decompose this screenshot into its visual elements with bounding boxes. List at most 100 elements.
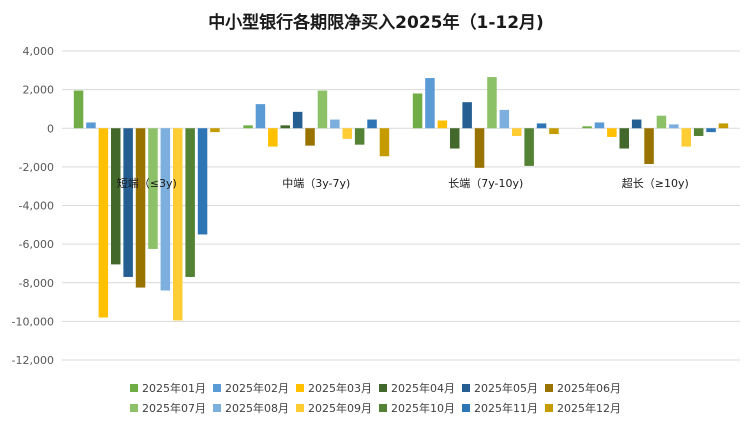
y-tick-label: -8,000 bbox=[19, 277, 54, 290]
legend-row: 2025年07月 2025年08月 2025年09月 2025年10月 2025年11月… bbox=[130, 398, 670, 418]
legend-swatch bbox=[130, 404, 138, 412]
legend-swatch bbox=[296, 384, 304, 392]
legend-label: 2025年07月 bbox=[142, 402, 206, 415]
bar bbox=[243, 125, 253, 129]
bar bbox=[656, 115, 667, 129]
bar bbox=[123, 128, 133, 277]
bar bbox=[487, 77, 497, 129]
legend-row: 2025年01月 2025年02月 2025年03月 2025年04月 2025年05月… bbox=[130, 378, 670, 398]
legend-item: 2025年09月 bbox=[296, 400, 379, 416]
bar bbox=[412, 93, 423, 129]
bar bbox=[342, 128, 352, 139]
bar bbox=[379, 128, 390, 157]
y-tick-label: 0 bbox=[47, 122, 54, 135]
legend-label: 2025年06月 bbox=[557, 382, 621, 395]
legend-label: 2025年10月 bbox=[391, 402, 455, 415]
bar bbox=[305, 128, 315, 146]
bar bbox=[210, 128, 220, 133]
legend-item: 2025年05月 bbox=[462, 380, 545, 396]
bar bbox=[718, 123, 729, 129]
bar bbox=[619, 128, 629, 149]
bar bbox=[450, 128, 460, 149]
y-tick-label: -4,000 bbox=[19, 200, 54, 213]
legend-item: 2025年02月 bbox=[213, 380, 296, 396]
legend-label: 2025年12月 bbox=[557, 402, 621, 415]
legend-item: 2025年07月 bbox=[130, 400, 213, 416]
bar bbox=[474, 128, 485, 168]
bar bbox=[437, 120, 448, 129]
legend-swatch bbox=[462, 404, 470, 412]
legend-label: 2025年01月 bbox=[142, 382, 206, 395]
bar bbox=[607, 128, 617, 137]
x-category-label: 长端（7y-10y) bbox=[448, 177, 523, 190]
legend-item: 2025年03月 bbox=[296, 380, 379, 396]
legend-item: 2025年01月 bbox=[130, 380, 213, 396]
legend-label: 2025年09月 bbox=[308, 402, 372, 415]
bar bbox=[148, 128, 158, 249]
bar bbox=[524, 128, 534, 166]
legend-swatch bbox=[296, 404, 304, 412]
y-tick-label: -2,000 bbox=[19, 161, 54, 174]
bar bbox=[292, 111, 303, 129]
x-category-label: 超长（≥10y) bbox=[622, 176, 689, 190]
bar bbox=[462, 102, 472, 129]
x-category-label: 中端（3y-7y) bbox=[282, 177, 350, 190]
legend-label: 2025年05月 bbox=[474, 382, 538, 395]
bar bbox=[135, 128, 146, 288]
legend-label: 2025年04月 bbox=[391, 382, 455, 395]
bar bbox=[512, 128, 522, 136]
y-tick-label: -6,000 bbox=[19, 238, 54, 251]
bar bbox=[425, 78, 435, 129]
legend-label: 2025年08月 bbox=[225, 402, 289, 415]
legend-item: 2025年04月 bbox=[379, 380, 462, 396]
bar bbox=[197, 128, 208, 235]
bar bbox=[111, 128, 121, 265]
legend-label: 2025年03月 bbox=[308, 382, 372, 395]
y-tick-label: -10,000 bbox=[12, 315, 54, 328]
legend-item: 2025年11月 bbox=[462, 400, 545, 416]
bar bbox=[268, 128, 278, 147]
legend-item: 2025年08月 bbox=[213, 400, 296, 416]
chart-title: 中小型银行各期限净买入2025年（1-12月) bbox=[208, 13, 544, 33]
bar bbox=[367, 119, 377, 129]
bar bbox=[185, 128, 195, 277]
bar bbox=[582, 126, 592, 129]
bar bbox=[354, 128, 365, 145]
bar bbox=[86, 122, 96, 129]
y-tick-label: 2,000 bbox=[23, 84, 55, 97]
bar bbox=[160, 128, 171, 291]
legend-label: 2025年02月 bbox=[225, 382, 289, 395]
legend-item: 2025年12月 bbox=[545, 400, 628, 416]
bar bbox=[549, 128, 559, 135]
legend-swatch bbox=[213, 384, 221, 392]
bar bbox=[631, 119, 642, 129]
y-tick-label: -12,000 bbox=[12, 354, 54, 367]
x-category-label: 短端（≤3y) bbox=[117, 176, 177, 190]
legend-swatch bbox=[130, 384, 138, 392]
bar bbox=[73, 90, 84, 129]
bar bbox=[98, 128, 109, 318]
legend-item: 2025年10月 bbox=[379, 400, 462, 416]
legend-swatch bbox=[545, 404, 553, 412]
bar bbox=[330, 119, 340, 129]
legend-swatch bbox=[379, 404, 387, 412]
bar bbox=[536, 123, 547, 129]
bar bbox=[693, 128, 704, 136]
y-tick-label: 4,000 bbox=[23, 45, 55, 58]
bar bbox=[669, 124, 679, 129]
chart-legend: 2025年01月 2025年02月 2025年03月 2025年04月 2025年05月… bbox=[130, 378, 670, 418]
legend-swatch bbox=[379, 384, 387, 392]
legend-item: 2025年06月 bbox=[545, 380, 628, 396]
legend-swatch bbox=[545, 384, 553, 392]
legend-swatch bbox=[213, 404, 221, 412]
bar bbox=[681, 128, 691, 147]
bar bbox=[280, 125, 290, 129]
legend-label: 2025年11月 bbox=[474, 402, 538, 415]
legend-swatch bbox=[462, 384, 470, 392]
bar bbox=[706, 128, 716, 133]
bar bbox=[594, 122, 605, 129]
bar bbox=[644, 128, 654, 164]
bar bbox=[499, 109, 510, 129]
